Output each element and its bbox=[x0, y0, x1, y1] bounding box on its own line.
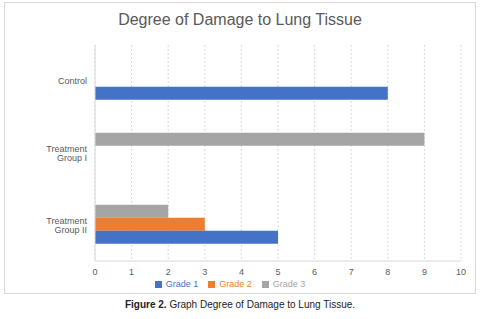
svg-text:10: 10 bbox=[456, 267, 466, 277]
html-text:Degree of Damage to Lung Tissu: Degree of Damage to Lung Tissue bbox=[118, 11, 362, 28]
svg-text:3: 3 bbox=[202, 267, 207, 277]
svg-text:8: 8 bbox=[385, 267, 390, 277]
html-text:Figure 2. Graph Degree of Dama: Figure 2. Graph Degree of Damage to Lung… bbox=[124, 299, 356, 310]
svg-text:TreatmentGroup II: TreatmentGroup II bbox=[46, 216, 87, 235]
html-text:Grade 1: Grade 1 bbox=[165, 279, 199, 289]
svg-text:5: 5 bbox=[275, 267, 280, 277]
svg-text:1: 1 bbox=[129, 267, 134, 277]
svg-text:Control: Control bbox=[58, 76, 87, 86]
svg-text:7: 7 bbox=[349, 267, 354, 277]
svg-text:2: 2 bbox=[166, 267, 171, 277]
svg-text:0: 0 bbox=[92, 267, 97, 277]
html-text:Grade 2: Grade 2 bbox=[219, 279, 252, 289]
svg-text:9: 9 bbox=[422, 267, 427, 277]
svg-text:TreatmentGroup I: TreatmentGroup I bbox=[46, 144, 87, 163]
html-text:Grade 3: Grade 3 bbox=[272, 279, 306, 289]
svg-text:4: 4 bbox=[239, 267, 244, 277]
svg-text:6: 6 bbox=[312, 267, 317, 277]
